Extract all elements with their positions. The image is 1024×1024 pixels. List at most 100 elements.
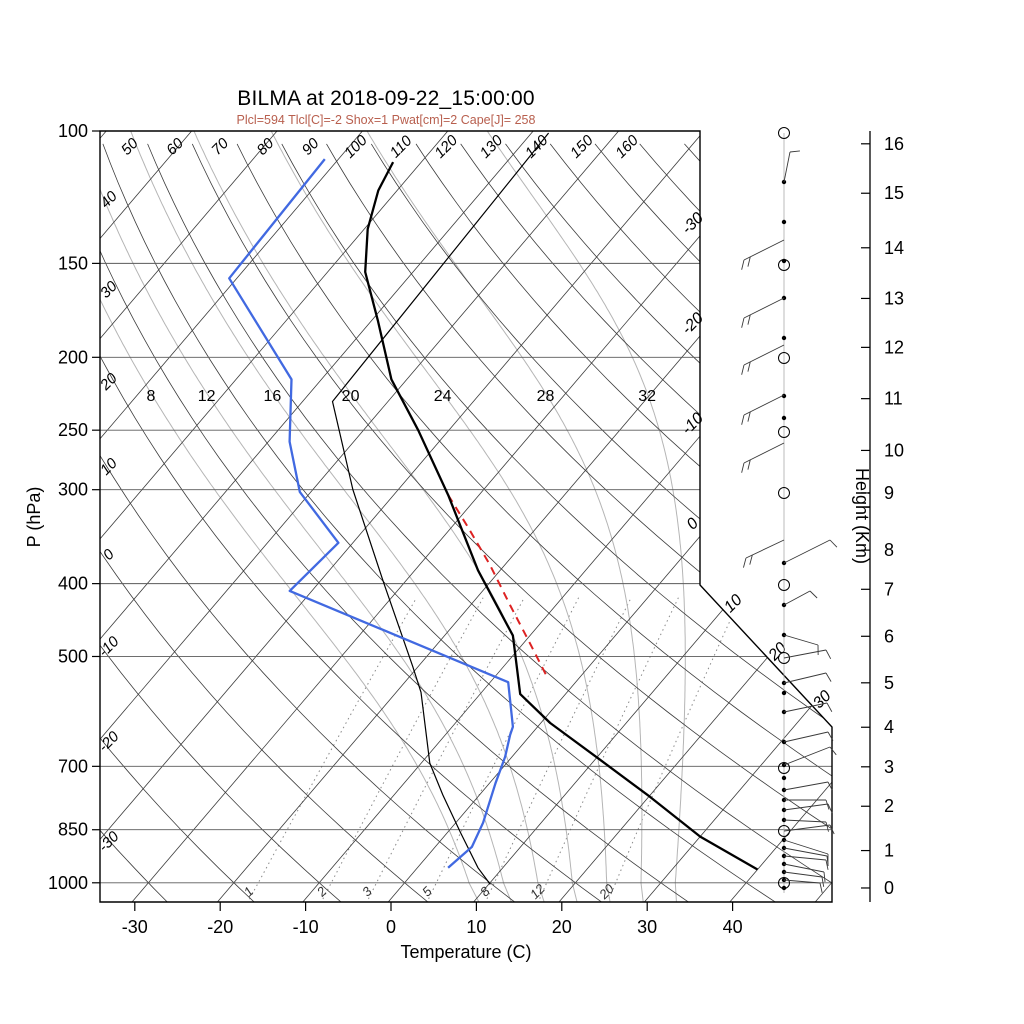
wind-barb [783, 863, 826, 882]
dewpoint-profile-line [228, 158, 515, 869]
svg-text:150: 150 [567, 131, 597, 161]
svg-text:0: 0 [386, 917, 396, 937]
svg-text:250: 250 [58, 420, 88, 440]
pressure-axis-title: P (hPa) [24, 487, 44, 548]
wind-barb [743, 539, 785, 568]
svg-text:12: 12 [198, 388, 216, 405]
svg-text:1000: 1000 [48, 873, 88, 893]
svg-text:100: 100 [58, 121, 88, 141]
svg-text:60: 60 [163, 134, 187, 158]
wind-barb [783, 590, 818, 606]
svg-text:70: 70 [208, 134, 232, 158]
svg-text:3: 3 [359, 883, 375, 899]
wind-barb [783, 649, 832, 660]
pressure-gridlines [100, 262, 832, 884]
svg-text:-10: -10 [679, 410, 707, 438]
svg-text:30: 30 [637, 917, 657, 937]
svg-text:16: 16 [884, 134, 904, 154]
wind-barb [783, 824, 835, 835]
svg-text:110: 110 [387, 132, 416, 161]
wind-barb [741, 239, 785, 270]
svg-text:50: 50 [118, 134, 142, 158]
wind-barb [783, 855, 829, 870]
svg-text:11: 11 [884, 389, 903, 409]
svg-text:-20: -20 [207, 917, 233, 937]
svg-text:130: 130 [477, 131, 507, 161]
wind-barb [741, 297, 785, 328]
svg-text:20: 20 [342, 388, 360, 405]
wind-barb [783, 871, 825, 887]
svg-text:-30: -30 [122, 917, 148, 937]
svg-text:15: 15 [884, 183, 904, 203]
svg-text:0: 0 [684, 515, 702, 533]
svg-text:32: 32 [638, 388, 656, 405]
svg-text:13: 13 [884, 288, 904, 308]
svg-text:500: 500 [58, 646, 88, 666]
svg-text:80: 80 [254, 134, 278, 158]
svg-text:10: 10 [466, 917, 486, 937]
svg-text:14: 14 [884, 238, 904, 258]
svg-text:140: 140 [522, 131, 552, 161]
svg-text:6: 6 [884, 626, 894, 646]
svg-text:3: 3 [884, 757, 894, 777]
moist-adiabat-labels: 8 12 16 20 24 28 32 [146, 388, 656, 405]
svg-text:0: 0 [884, 878, 894, 898]
svg-text:0: 0 [100, 545, 118, 563]
svg-text:7: 7 [884, 579, 894, 599]
svg-text:10: 10 [884, 440, 904, 460]
plot-frame [99, 130, 833, 903]
svg-text:28: 28 [537, 388, 555, 405]
wind-barb [783, 781, 834, 792]
svg-text:12: 12 [527, 881, 548, 902]
svg-text:1: 1 [884, 841, 894, 861]
wind-barb [783, 731, 834, 743]
svg-text:20: 20 [765, 639, 790, 664]
wind-barb [741, 394, 785, 425]
svg-text:2: 2 [884, 796, 894, 816]
wetbulb-profile-line [331, 132, 550, 885]
temperature-profile-line [364, 161, 759, 871]
svg-text:1: 1 [241, 884, 257, 900]
svg-text:12: 12 [884, 337, 904, 357]
wind-barb [783, 746, 837, 766]
height-axis-title: Height (Km) [852, 468, 872, 564]
svg-text:150: 150 [58, 253, 88, 273]
svg-text:300: 300 [58, 480, 88, 500]
svg-text:-20: -20 [679, 310, 707, 338]
wind-barb [783, 879, 823, 893]
svg-text:400: 400 [58, 574, 88, 594]
svg-text:90: 90 [299, 134, 323, 158]
wind-barb [741, 344, 785, 375]
svg-text:850: 850 [58, 820, 88, 840]
wind-barb [783, 672, 832, 684]
svg-text:120: 120 [431, 131, 461, 161]
sounding-profiles [228, 132, 759, 885]
svg-text:40: 40 [723, 917, 743, 937]
wind-barb [784, 799, 830, 810]
wind-barb [783, 702, 833, 713]
svg-text:8: 8 [884, 540, 894, 560]
svg-text:5: 5 [884, 673, 894, 693]
svg-text:-10: -10 [293, 917, 319, 937]
svg-text:8: 8 [477, 883, 493, 899]
pressure-axis: 100 150 200 250 300 400 500 700 850 1000 P (hPa) [24, 121, 100, 893]
svg-text:160: 160 [612, 131, 642, 161]
svg-text:100: 100 [341, 131, 371, 161]
wind-barb [783, 634, 819, 656]
svg-text:9: 9 [884, 483, 894, 503]
svg-text:8: 8 [146, 388, 155, 405]
wind-barb [783, 847, 829, 866]
wind-barb [783, 803, 833, 814]
chart-subtitle: Plcl=594 Tlcl[C]=-2 Shox=1 Pwat[cm]=2 Ca… [236, 113, 536, 127]
parcel-path-line [447, 494, 549, 678]
wind-barb [783, 819, 829, 832]
svg-text:24: 24 [434, 388, 452, 405]
svg-text:200: 200 [58, 347, 88, 367]
svg-text:16: 16 [264, 388, 282, 405]
svg-text:4: 4 [884, 717, 894, 737]
x-axis-title: Temperature (C) [400, 942, 531, 962]
wind-barb [783, 539, 838, 564]
svg-text:20: 20 [552, 917, 572, 937]
